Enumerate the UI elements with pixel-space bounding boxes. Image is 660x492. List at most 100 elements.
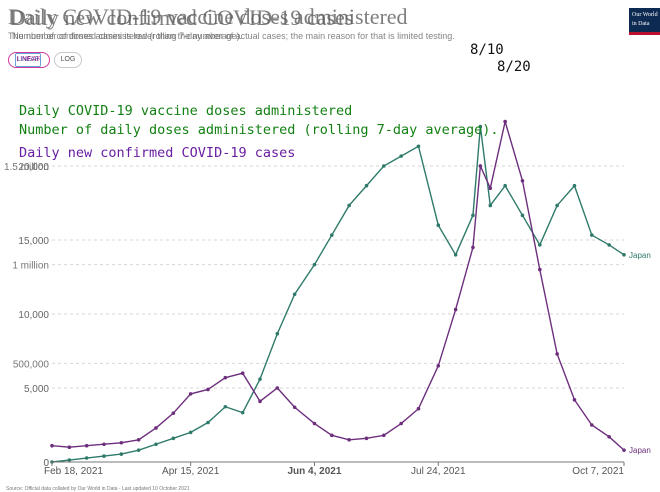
data-point-cases (206, 387, 210, 392)
y-tick-label-right: 0 (43, 458, 49, 469)
series-end-label-cases: Japan (629, 446, 651, 455)
linear-scale-toggle-overlay[interactable]: LINEAR (15, 53, 41, 67)
data-point-vaccine (538, 243, 542, 247)
data-point-cases (555, 352, 559, 356)
data-point-cases (258, 399, 262, 404)
data-point-cases (399, 421, 403, 426)
data-point-vaccine (471, 213, 475, 218)
data-point-cases (572, 398, 577, 402)
logo-red-bar (629, 32, 660, 35)
data-point-vaccine (488, 203, 493, 208)
data-point-vaccine (478, 124, 483, 129)
data-point-vaccine (364, 183, 369, 188)
data-point-vaccine (399, 154, 403, 158)
data-point-cases (436, 364, 441, 368)
data-point-vaccine (171, 436, 176, 441)
data-point-cases (330, 433, 334, 438)
x-tick-label: Feb 18, 2021 (44, 466, 103, 477)
data-point-cases (171, 411, 176, 415)
data-point-cases (364, 436, 369, 441)
data-point-vaccine (607, 243, 611, 247)
data-point-cases (590, 423, 594, 427)
data-point-cases (478, 164, 483, 168)
y-tick-label-left: 5,000 (24, 384, 49, 395)
data-point-cases (102, 442, 106, 447)
chart-title-vaccine: Daily COVID-19 vaccine doses administere… (8, 4, 408, 29)
data-point-vaccine (154, 442, 158, 447)
annotation-vaccine-title: Daily COVID-19 vaccine doses administere… (19, 103, 353, 119)
annotation-date-8-20: 8/20 (497, 59, 531, 75)
data-point-cases (240, 371, 245, 376)
data-point-cases (622, 448, 626, 452)
y-tick-label-left: 0 (43, 458, 49, 469)
series-lines: Japan Japan (50, 119, 651, 464)
annotation-cases-title: Daily new confirmed COVID-19 cases (19, 145, 296, 161)
data-point-vaccine (453, 253, 458, 257)
data-point-vaccine (330, 233, 334, 237)
data-point-cases (50, 443, 54, 448)
x-tick-label: Oct 7, 2021 (572, 466, 624, 477)
data-point-cases (488, 186, 493, 190)
y-tick-label-left: 15,000 (18, 236, 49, 247)
source-note: Source: Official data collated by Our Wo… (6, 486, 190, 492)
grid-lines (52, 165, 624, 463)
chart-title-cases: Daily new confirmed COVID-19 cases (10, 5, 354, 30)
y-tick-label-right: 1 million (12, 261, 49, 272)
data-point-cases (382, 433, 386, 438)
owid-logo-text: Our World in Data (632, 12, 658, 27)
data-point-cases (607, 435, 611, 439)
data-point-cases (67, 445, 72, 450)
data-point-cases (347, 438, 351, 442)
data-point-vaccine (436, 223, 441, 227)
data-point-cases (538, 267, 542, 272)
data-point-vaccine (119, 452, 124, 456)
data-point-vaccine (416, 144, 421, 149)
data-point-cases (292, 405, 297, 410)
log-scale-toggle[interactable]: LOG (54, 52, 82, 68)
data-point-cases (453, 307, 458, 312)
data-point-vaccine (206, 420, 210, 425)
series-end-label-vaccine: Japan (629, 251, 651, 260)
data-point-cases (275, 386, 280, 390)
x-tick-label: Apr 15, 2021 (162, 466, 220, 477)
data-point-vaccine (382, 164, 386, 168)
data-point-vaccine (223, 404, 228, 409)
y-tick-label-left: 10,000 (18, 310, 49, 321)
linear-scale-toggle[interactable]: LINEAR (8, 52, 50, 68)
y-tick-label-left: 20,000 (18, 162, 49, 173)
data-point-cases (312, 421, 317, 426)
chart-subtitle-vaccine: The number of doses administered (rollin… (8, 31, 243, 41)
annotation-date-8-10: 8/10 (470, 42, 504, 58)
data-point-cases (223, 375, 228, 380)
data-point-cases (503, 119, 507, 124)
data-point-vaccine (590, 233, 594, 237)
data-point-cases (136, 438, 141, 442)
series-line-cases (51, 121, 625, 451)
y-tick-label-right: 500,000 (13, 359, 50, 370)
data-point-cases (471, 245, 475, 250)
data-point-vaccine (67, 458, 72, 462)
data-point-vaccine (275, 331, 280, 336)
data-point-vaccine (188, 430, 193, 435)
data-point-vaccine (312, 262, 317, 267)
series-line-vaccine (51, 126, 625, 463)
data-point-vaccine (622, 253, 626, 257)
x-tick-label: Jul 24, 2021 (411, 466, 466, 477)
data-point-cases (154, 426, 158, 430)
data-point-vaccine (572, 183, 577, 188)
data-point-vaccine (520, 213, 525, 218)
data-point-vaccine (503, 183, 507, 188)
data-point-cases (416, 406, 421, 411)
x-tick-label: Jun 4, 2021 (288, 466, 342, 477)
data-point-vaccine (240, 410, 245, 415)
data-point-vaccine (102, 454, 106, 458)
data-point-cases (520, 179, 525, 183)
data-point-vaccine (84, 456, 89, 460)
data-point-vaccine (347, 203, 351, 208)
data-point-vaccine (555, 203, 559, 208)
data-point-cases (188, 392, 193, 396)
data-point-cases (119, 440, 124, 445)
owid-logo[interactable]: Our World in Data (629, 8, 660, 35)
